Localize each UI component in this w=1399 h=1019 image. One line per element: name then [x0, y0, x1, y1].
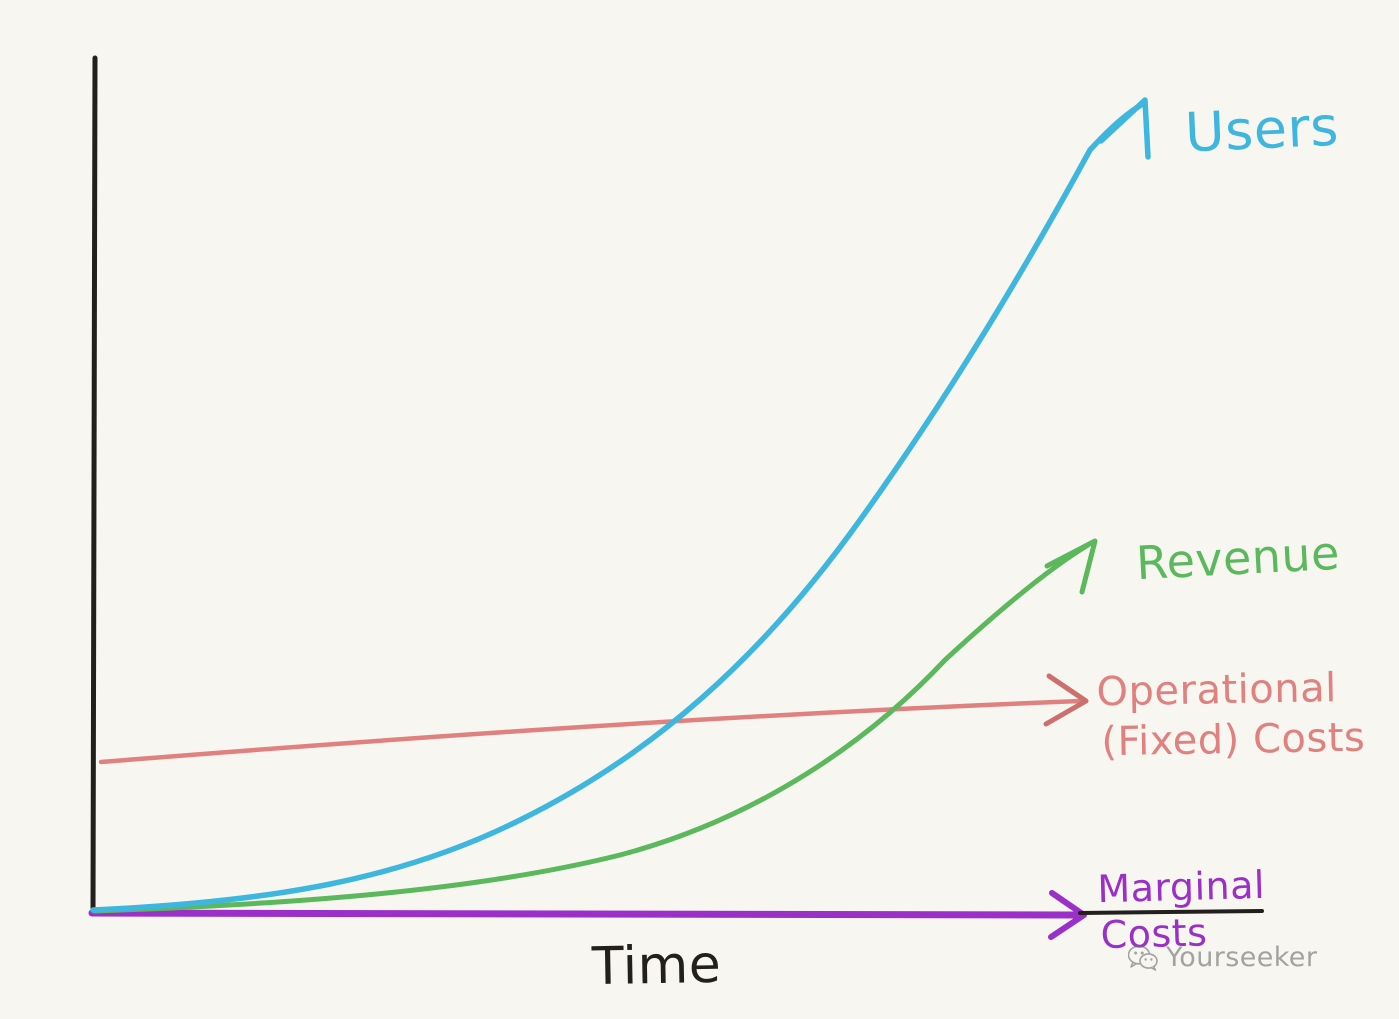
marginal-label-underline — [1078, 909, 1264, 915]
y-axis-line — [90, 55, 98, 915]
revenue-arrowhead — [1044, 538, 1098, 595]
marginal-costs-line1: Marginal — [1096, 862, 1266, 912]
series-label-users: Users — [1183, 94, 1341, 165]
marginal-costs-arrowhead — [1048, 890, 1087, 940]
watermark: Yourseeker — [1128, 942, 1317, 973]
operational-costs-line2: (Fixed) Costs — [1101, 714, 1366, 765]
users-arrowhead — [1098, 97, 1151, 160]
watermark-text: Yourseeker — [1166, 942, 1318, 973]
x-axis-label: Time — [591, 934, 722, 998]
operational-costs-arrowhead — [1043, 673, 1089, 727]
operational-costs-curve — [98, 698, 1083, 765]
wechat-icon — [1128, 944, 1158, 971]
series-label-operational-costs: Operational (Fixed) Costs — [1096, 664, 1366, 768]
series-label-revenue: Revenue — [1134, 525, 1342, 591]
marginal-costs-curve — [88, 909, 1082, 919]
revenue-curve — [91, 542, 1091, 914]
users-curve — [90, 102, 1144, 913]
operational-costs-line1: Operational — [1096, 665, 1338, 716]
